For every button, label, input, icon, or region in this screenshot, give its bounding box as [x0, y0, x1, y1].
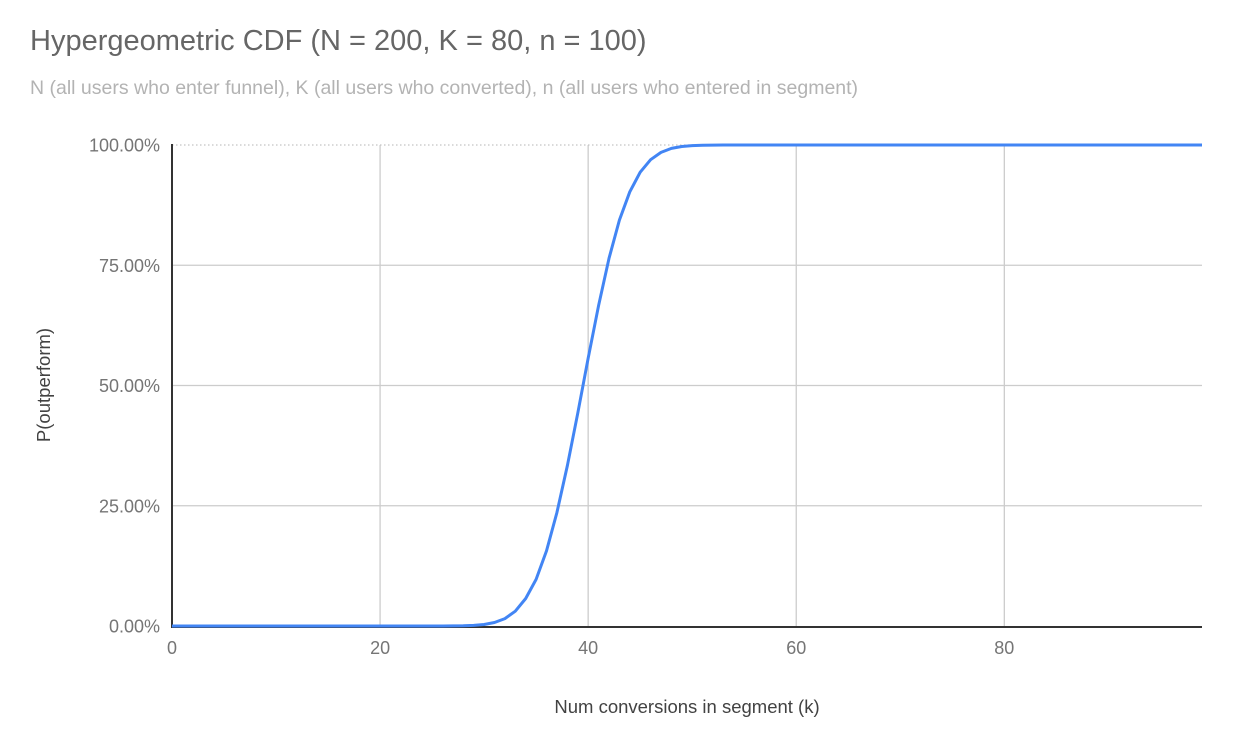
y-tick-label: 75.00% — [99, 256, 160, 276]
chart-subtitle: N (all users who enter funnel), K (all u… — [30, 77, 859, 99]
x-tick-label: 60 — [786, 638, 806, 658]
x-tick-label: 20 — [370, 638, 390, 658]
cdf-curve — [172, 143, 1202, 628]
x-tick-label: 0 — [167, 638, 177, 658]
x-axis-title: Num conversions in segment (k) — [554, 696, 820, 717]
y-tick-label: 100.00% — [89, 136, 160, 156]
y-axis-title: P(outperform) — [33, 327, 54, 443]
x-tick-label: 40 — [578, 638, 598, 658]
y-tick-label: 50.00% — [99, 376, 160, 396]
y-tick-label: 0.00% — [109, 617, 160, 637]
x-tick-label: 80 — [994, 638, 1014, 658]
chart-title: Hypergeometric CDF (N = 200, K = 80, n =… — [30, 25, 647, 57]
y-tick-label: 25.00% — [99, 496, 160, 516]
